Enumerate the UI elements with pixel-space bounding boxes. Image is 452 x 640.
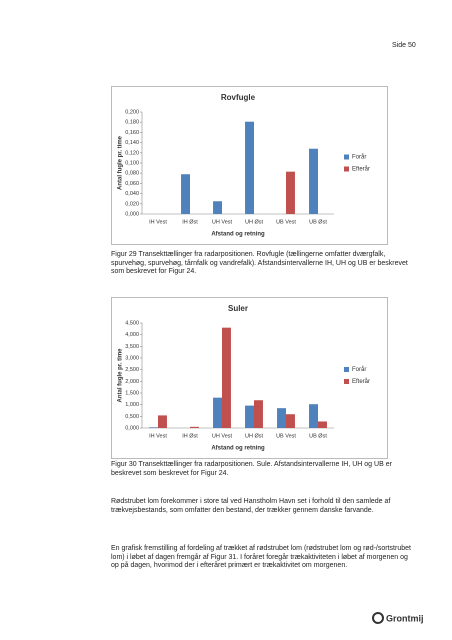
logo-text: Grontmij — [386, 613, 424, 623]
x-tick-label: UB Øst — [309, 433, 327, 439]
bar — [149, 427, 158, 428]
logo: Grontmij — [372, 612, 424, 624]
y-axis-title: Antal fugle pr. time — [118, 348, 124, 403]
legend-swatch — [344, 154, 349, 160]
legend-swatch — [344, 367, 349, 372]
y-tick-label: 0,140 — [125, 140, 139, 146]
bar — [213, 201, 222, 214]
y-tick-label: 0,000 — [125, 211, 139, 217]
bar — [181, 174, 190, 214]
chart-title: Suler — [228, 304, 248, 313]
page-number: Side 50 — [392, 42, 416, 49]
y-tick-label: 0,080 — [125, 171, 139, 177]
bar — [222, 327, 231, 428]
y-tick-label: 4,500 — [125, 320, 139, 326]
x-tick-label: IH Vest — [149, 219, 167, 225]
legend-label: Efterår — [352, 378, 370, 385]
y-tick-label: 3,500 — [125, 344, 139, 350]
y-tick-label: 4,000 — [125, 332, 139, 338]
y-tick-label: 1,000 — [125, 402, 139, 408]
chart: Rovfugle Antal fugle pr. time Afstand og r… — [111, 86, 388, 245]
bar — [190, 426, 199, 428]
legend-label: Forår — [352, 366, 366, 373]
x-tick-label: IH Øst — [182, 219, 198, 225]
x-tick-label: UH Vest — [212, 219, 233, 225]
legend-label: Efterår — [352, 166, 370, 173]
paragraph: Rødstrubet lom forekommer i store tal ve… — [111, 498, 391, 514]
x-axis-title: Afstand og retning — [211, 232, 265, 238]
bar — [213, 397, 222, 428]
x-tick-label: UH Vest — [212, 433, 233, 439]
y-tick-label: 0,180 — [125, 120, 139, 126]
x-tick-label: UH Øst — [245, 433, 264, 439]
legend-swatch — [344, 379, 349, 384]
y-tick-label: 1,500 — [125, 390, 139, 396]
y-tick-label: 0,100 — [125, 160, 139, 166]
x-axis-title: Afstand og retning — [211, 446, 265, 452]
bar — [309, 404, 318, 428]
x-tick-label: UB Vest — [276, 219, 296, 225]
logo-icon — [372, 612, 384, 624]
bar — [254, 400, 263, 428]
bar — [158, 415, 167, 428]
y-tick-label: 0,060 — [125, 181, 139, 187]
y-tick-label: 2,000 — [125, 379, 139, 385]
bar — [318, 421, 327, 428]
y-tick-label: 0,020 — [125, 201, 139, 207]
bar — [309, 148, 318, 214]
y-tick-label: 0,120 — [125, 150, 139, 156]
y-axis-title: Antal fugle pr. time — [118, 135, 124, 190]
x-tick-label: UH Øst — [245, 219, 264, 225]
y-tick-label: 2,500 — [125, 367, 139, 373]
paragraph: En grafisk fremstilling af fordeling af … — [111, 545, 411, 570]
x-tick-label: IH Vest — [149, 433, 167, 439]
y-tick-label: 3,000 — [125, 355, 139, 361]
x-tick-label: UB Vest — [276, 433, 296, 439]
x-tick-label: UB Øst — [309, 219, 327, 225]
legend-swatch — [344, 166, 349, 172]
y-tick-label: 0,500 — [125, 414, 139, 420]
y-tick-label: 0,040 — [125, 191, 139, 197]
caption: Figur 30 Transekttællinger fra radarposi… — [111, 461, 392, 477]
y-tick-label: 0,160 — [125, 130, 139, 136]
caption: Figur 29 Transekttællinger fra radarposi… — [111, 251, 408, 276]
bar — [245, 405, 254, 428]
chart-title: Rovfugle — [221, 93, 256, 102]
bar — [286, 171, 295, 214]
bar — [286, 414, 295, 428]
legend-label: Forår — [352, 154, 366, 161]
x-tick-label: IH Øst — [182, 433, 198, 439]
chart: Suler Antal fugle pr. time Afstand og retn… — [111, 297, 388, 459]
bar — [245, 121, 254, 214]
bar — [277, 408, 286, 428]
y-tick-label: 0,000 — [125, 425, 139, 431]
y-tick-label: 0,200 — [125, 109, 139, 115]
